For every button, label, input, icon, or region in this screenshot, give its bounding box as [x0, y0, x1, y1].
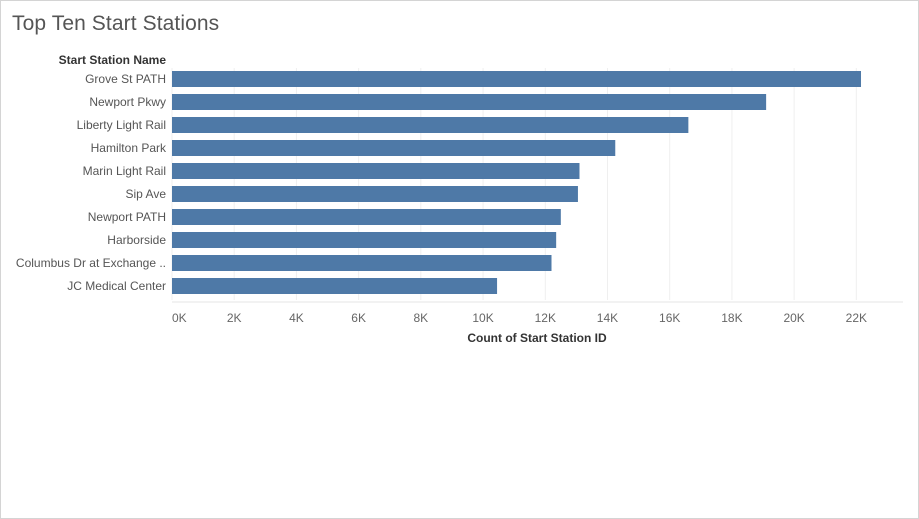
bar-3[interactable] — [172, 140, 616, 156]
bar-5[interactable] — [172, 186, 578, 202]
x-tick-label-8: 16K — [659, 311, 680, 325]
x-tick-label-5: 10K — [472, 311, 493, 325]
category-label-4: Marin Light Rail — [83, 164, 166, 178]
category-label-1: Newport Pkwy — [89, 95, 166, 109]
category-label-9: JC Medical Center — [67, 279, 166, 293]
x-tick-label-3: 6K — [351, 311, 366, 325]
x-tick-label-7: 14K — [597, 311, 618, 325]
category-label-5: Sip Ave — [126, 187, 167, 201]
chart-title: Top Ten Start Stations — [12, 12, 220, 35]
bar-9[interactable] — [172, 278, 498, 294]
x-tick-label-4: 8K — [414, 311, 429, 325]
category-label-3: Hamilton Park — [91, 141, 167, 155]
bar-6[interactable] — [172, 209, 561, 225]
category-labels: Grove St PATH Newport Pkwy Liberty Light R… — [16, 72, 167, 293]
x-tick-label-1: 2K — [227, 311, 242, 325]
x-tick-label-0: 0K — [172, 311, 187, 325]
category-label-6: Newport PATH — [88, 210, 166, 224]
category-label-8: Columbus Dr at Exchange .. — [16, 256, 166, 270]
bars-group — [172, 71, 862, 294]
bar-0[interactable] — [172, 71, 862, 87]
bar-7[interactable] — [172, 232, 557, 248]
category-label-2: Liberty Light Rail — [77, 118, 166, 132]
x-tick-label-9: 18K — [721, 311, 742, 325]
y-axis-title: Start Station Name — [59, 53, 167, 67]
bar-2[interactable] — [172, 117, 689, 133]
category-label-0: Grove St PATH — [85, 72, 166, 86]
x-tick-label-2: 4K — [289, 311, 304, 325]
x-tick-label-6: 12K — [535, 311, 556, 325]
x-axis-title: Count of Start Station ID — [467, 331, 607, 345]
x-tick-label-10: 20K — [783, 311, 804, 325]
bar-4[interactable] — [172, 163, 580, 179]
category-label-7: Harborside — [107, 233, 166, 247]
x-tick-label-11: 22K — [846, 311, 867, 325]
bar-1[interactable] — [172, 94, 767, 110]
x-tick-labels: 0K 2K 4K 6K 8K 10K 12K 14K 16K 18K 20K 22K — [172, 311, 867, 325]
bar-8[interactable] — [172, 255, 552, 271]
